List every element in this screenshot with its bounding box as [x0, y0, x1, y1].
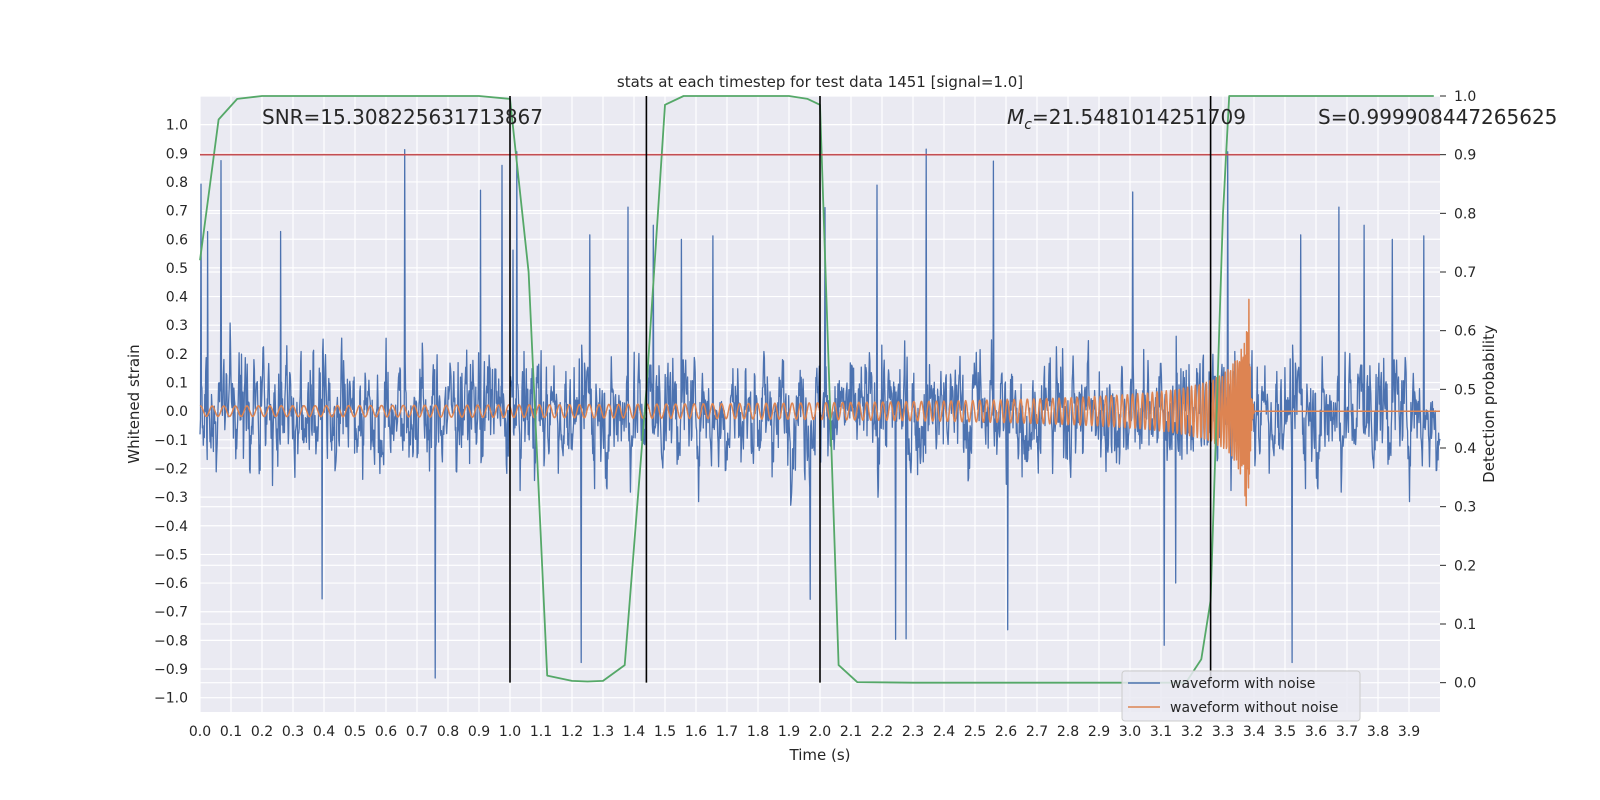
x-tick-label: 3.3: [1212, 724, 1234, 740]
x-tick-label: 3.9: [1398, 724, 1420, 740]
y-right-tick-label: 0.4: [1454, 441, 1476, 457]
y-tick-label: 0.9: [166, 146, 188, 162]
y-right-tick-label: 0.3: [1454, 500, 1476, 516]
x-tick-label: 0.9: [468, 724, 490, 740]
x-tick-label: 0.5: [344, 724, 366, 740]
y-axis-label: Whitened strain: [125, 344, 143, 463]
mc-subscript: c: [1024, 117, 1032, 133]
y-tick-label: 0.1: [166, 376, 188, 392]
x-tick-label: 1.5: [654, 724, 676, 740]
x-tick-label: 3.5: [1274, 724, 1296, 740]
x-tick-label: 2.9: [1088, 724, 1110, 740]
x-tick-label: 2.2: [871, 724, 893, 740]
mc-value: =21.5481014251709: [1032, 105, 1246, 129]
x-tick-label: 1.0: [499, 724, 521, 740]
y-tick-label: −1.0: [154, 691, 188, 707]
x-tick-label: 3.7: [1336, 724, 1358, 740]
vertical-lines: [509, 96, 1212, 683]
x-tick-label: 0.8: [437, 724, 459, 740]
y-right-tick-label: 0.6: [1454, 324, 1476, 340]
x-tick-label: 3.1: [1150, 724, 1172, 740]
y-tick-label: 0.0: [166, 404, 188, 420]
y-right-tick-label: 0.8: [1454, 206, 1476, 222]
x-tick-label: 0.1: [220, 724, 242, 740]
x-tick-label: 1.8: [747, 724, 769, 740]
x-tick-label: 1.4: [623, 724, 645, 740]
y-tick-label: 0.4: [166, 290, 188, 306]
x-tick-label: 0.4: [313, 724, 335, 740]
x-tick-label: 1.6: [685, 724, 707, 740]
legend-label-noise: waveform with noise: [1170, 676, 1315, 692]
y-right-tick-label: 0.9: [1454, 148, 1476, 164]
y-tick-label: 0.2: [166, 347, 188, 363]
x-tick-label: 0.0: [189, 724, 211, 740]
legend: waveform with noise waveform without noi…: [1121, 670, 1361, 722]
y-tick-label: −0.3: [154, 490, 188, 506]
x-tick-label: 1.7: [716, 724, 738, 740]
x-tick-label: 3.2: [1181, 724, 1203, 740]
legend-label-chirp: waveform without noise: [1170, 700, 1338, 716]
y-tick-label: −0.6: [154, 576, 188, 592]
x-tick-label: 0.7: [406, 724, 428, 740]
y-tick-label: −0.2: [154, 461, 188, 477]
x-tick-label: 3.6: [1305, 724, 1327, 740]
x-tick-label: 1.3: [592, 724, 614, 740]
y-tick-label: −0.7: [154, 605, 188, 621]
x-tick-label: 1.2: [561, 724, 583, 740]
x-tick-label: 0.3: [282, 724, 304, 740]
y-tick-label: 0.8: [166, 175, 188, 191]
y-right-tick-label: 0.0: [1454, 676, 1476, 692]
y-tick-label: −0.4: [154, 519, 188, 535]
x-tick-label: 2.4: [933, 724, 955, 740]
snr-annotation: SNR=15.308225631713867: [262, 105, 543, 129]
y-tick-label: −0.9: [154, 662, 188, 678]
x-axis-ticks: 0.0 0.1 0.2 0.3 0.4 0.5 0.6 0.7 0.8 0.9 1.0 1.1 1.2 1…: [189, 724, 1420, 740]
y-tick-label: 0.5: [166, 261, 188, 277]
y-tick-label: 0.7: [166, 204, 188, 220]
x-tick-label: 2.8: [1057, 724, 1079, 740]
mc-annotation: Mc=21.5481014251709: [1007, 105, 1246, 133]
y-tick-label: −0.1: [154, 433, 188, 449]
x-tick-label: 3.4: [1243, 724, 1265, 740]
y-tick-label: 1.0: [166, 118, 188, 134]
x-tick-label: 3.0: [1119, 724, 1141, 740]
x-tick-label: 1.1: [530, 724, 552, 740]
mc-symbol: M: [1007, 105, 1024, 129]
y-right-tick-label: 1.0: [1454, 89, 1476, 105]
y-right-tick-label: 0.2: [1454, 558, 1476, 574]
x-axis-label: Time (s): [789, 746, 851, 764]
x-tick-label: 0.2: [251, 724, 273, 740]
y-right-tick-label: 0.1: [1454, 617, 1476, 633]
x-tick-label: 2.6: [995, 724, 1017, 740]
s-annotation: S=0.999908447265625: [1318, 105, 1557, 129]
legend-box: [1121, 670, 1361, 722]
y-tick-label: −0.5: [154, 547, 188, 563]
x-tick-label: 2.7: [1026, 724, 1048, 740]
y-right-axis-ticks: 1.0 0.9 0.8 0.7 0.6 0.5 0.4 0.3 0.2 0.1 0.0: [1440, 89, 1476, 692]
y-tick-label: 0.6: [166, 232, 188, 248]
y-right-tick-label: 0.5: [1454, 382, 1476, 398]
chart-title: stats at each timestep for test data 145…: [617, 73, 1023, 91]
x-tick-label: 2.0: [809, 724, 831, 740]
x-tick-label: 2.1: [840, 724, 862, 740]
y-right-tick-label: 0.7: [1454, 265, 1476, 281]
x-tick-label: 2.3: [902, 724, 924, 740]
x-tick-label: 3.8: [1367, 724, 1389, 740]
y-right-axis-label: Detection probability: [1480, 325, 1498, 483]
y-tick-label: −0.8: [154, 633, 188, 649]
x-tick-label: 2.5: [964, 724, 986, 740]
y-axis-ticks: 1.0 0.9 0.8 0.7 0.6 0.5 0.4 0.3 0.2 0.1 0.0 −0.1 −0.…: [154, 118, 188, 707]
x-tick-label: 0.6: [375, 724, 397, 740]
x-tick-label: 1.9: [778, 724, 800, 740]
y-tick-label: 0.3: [166, 318, 188, 334]
